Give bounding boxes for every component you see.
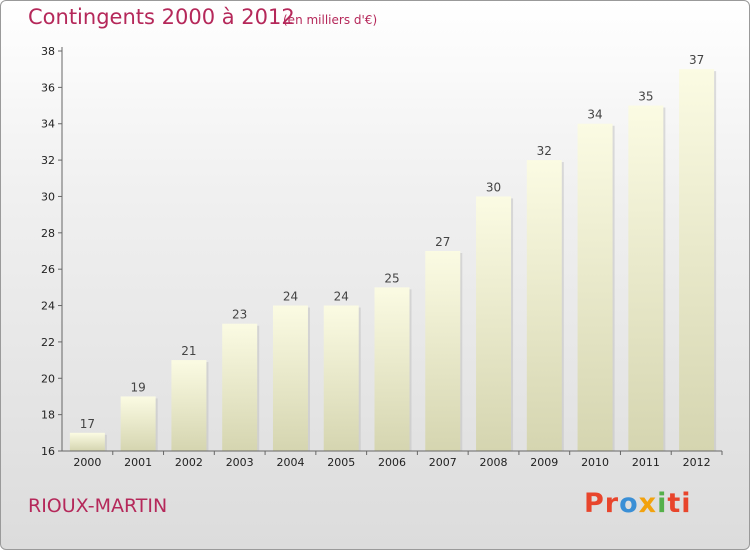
data-label-2003: 23	[232, 308, 247, 322]
x-tick-label: 2005	[327, 456, 355, 469]
logo-part-5: ti	[667, 488, 692, 519]
x-tick-label: 2006	[378, 456, 406, 469]
data-label-2006: 25	[384, 271, 399, 285]
data-label-2002: 21	[181, 344, 196, 358]
x-tick-label: 2003	[226, 456, 254, 469]
x-tick-label: 2008	[480, 456, 508, 469]
x-tick-label: 2011	[632, 456, 660, 469]
y-tick-label: 16	[41, 445, 55, 458]
x-tick-label: 2004	[276, 456, 304, 469]
y-tick-label: 20	[41, 372, 55, 385]
chart-title: Contingents 2000 à 2012	[28, 5, 295, 29]
y-tick-label: 38	[41, 45, 55, 58]
data-label-2009: 32	[537, 144, 552, 158]
x-tick-label: 2002	[175, 456, 203, 469]
y-tick-label: 18	[41, 409, 55, 422]
commune-name: RIOUX-MARTIN	[28, 495, 168, 517]
y-tick-label: 36	[41, 81, 55, 94]
data-label-2011: 35	[638, 90, 653, 104]
x-tick-label: 2001	[124, 456, 152, 469]
bar-2010	[577, 123, 613, 452]
bar-2004	[272, 305, 308, 451]
bar-2000	[69, 432, 105, 451]
bar-2011	[628, 105, 664, 451]
data-label-2012: 37	[689, 53, 704, 67]
x-tick-label: 2009	[530, 456, 558, 469]
y-tick-label: 28	[41, 227, 55, 240]
data-label-2000: 17	[80, 417, 95, 431]
bar-2009	[526, 160, 562, 451]
x-tick-label: 2000	[73, 456, 101, 469]
proxiti-logo: Proxiti	[584, 488, 692, 519]
data-label-2008: 30	[486, 180, 501, 194]
chart-subtitle: (en milliers d'€)	[283, 13, 378, 27]
logo-part-3: x	[638, 488, 658, 519]
bar-2008	[476, 196, 512, 451]
y-tick-label: 32	[41, 154, 55, 167]
logo-part-1: Pr	[584, 488, 620, 519]
bar-2001	[120, 396, 156, 451]
logo-part-4: i	[657, 488, 668, 519]
x-tick-label: 2010	[581, 456, 609, 469]
data-label-2004: 24	[283, 290, 298, 304]
bar-chart: 17 19 21 23 24 24 25 27 30 32 34 35 37 2000 2001 2002 2…	[41, 45, 723, 469]
x-tick-label: 2007	[429, 456, 457, 469]
y-tick-label: 34	[41, 118, 55, 131]
bar-2002	[171, 360, 207, 451]
bar-2012	[679, 69, 715, 451]
y-tick-label: 22	[41, 336, 55, 349]
bar-2003	[222, 323, 258, 451]
data-label-2001: 19	[131, 380, 146, 394]
data-label-2007: 27	[435, 235, 450, 249]
data-label-2010: 34	[587, 108, 602, 122]
y-tick-label: 26	[41, 263, 55, 276]
y-tick-label: 30	[41, 190, 55, 203]
bar-2007	[425, 251, 461, 451]
bar-2005	[323, 305, 359, 451]
bar-2006	[374, 287, 410, 451]
data-label-2005: 24	[334, 290, 349, 304]
x-tick-label: 2012	[683, 456, 711, 469]
logo-part-2: o	[619, 488, 639, 519]
y-tick-label: 24	[41, 300, 55, 313]
